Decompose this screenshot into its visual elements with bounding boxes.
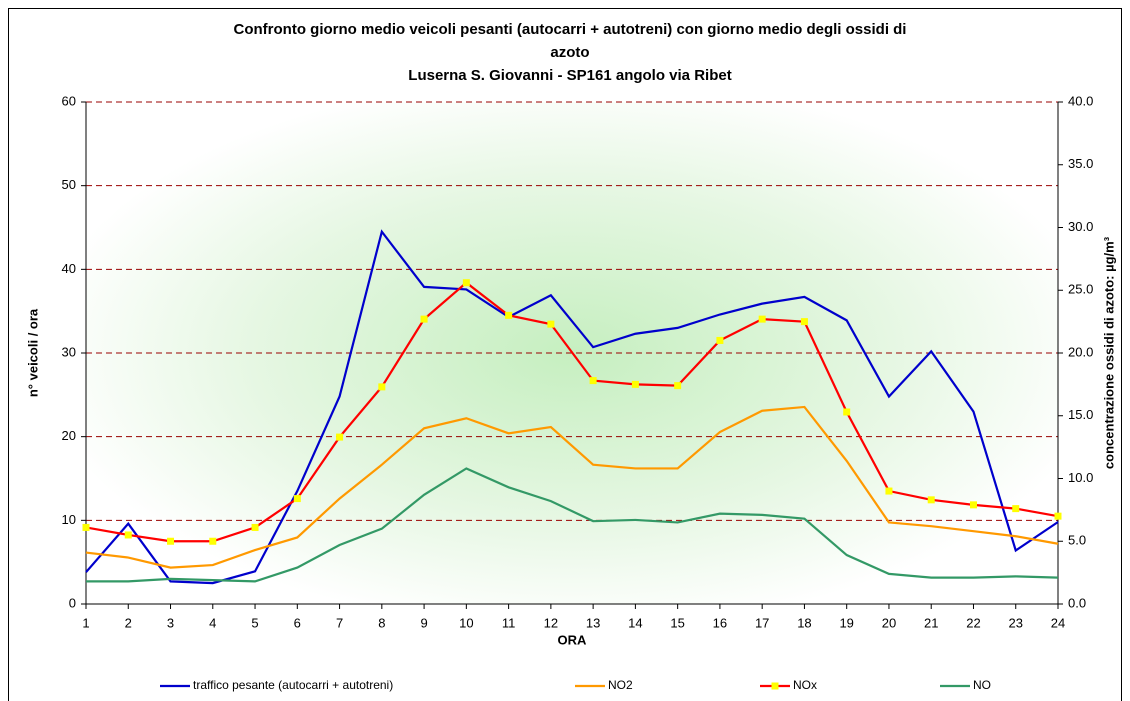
series-line (86, 467, 1059, 583)
legend-label: NO (973, 678, 991, 692)
x-tick-label: 5 (251, 615, 258, 630)
x-tick-label: 15 (670, 615, 684, 630)
series-line (85, 229, 1059, 585)
y2-tick-label: 5.0 (1068, 533, 1086, 548)
y-tick-label: 10 (62, 512, 76, 527)
point-marker (927, 496, 935, 504)
x-axis-label: ORA (558, 632, 588, 647)
x-tick-label: 10 (459, 615, 473, 630)
point-marker (167, 537, 175, 545)
point-marker (716, 336, 724, 344)
y2-tick-label: 40.0 (1068, 93, 1093, 108)
x-tick-label: 1 (82, 615, 89, 630)
point-marker (631, 380, 639, 388)
y2-axis-label: concentrazione ossidi di azoto: µg/m³ (1101, 236, 1116, 469)
x-tick-label: 14 (628, 615, 642, 630)
x-tick-label: 6 (294, 615, 301, 630)
point-marker (674, 382, 682, 390)
x-tick-label: 22 (966, 615, 980, 630)
series-line (85, 405, 1059, 569)
x-tick-label: 17 (755, 615, 769, 630)
x-tick-label: 13 (586, 615, 600, 630)
x-tick-label: 19 (839, 615, 853, 630)
x-tick-label: 4 (209, 615, 216, 630)
x-tick-label: 2 (125, 615, 132, 630)
y-tick-label: 40 (62, 261, 76, 276)
x-tick-label: 12 (544, 615, 558, 630)
y-tick-label: 0 (69, 595, 76, 610)
chart-title: Confronto giorno medio veicoli pesanti (… (234, 21, 907, 38)
x-tick-label: 3 (167, 615, 174, 630)
point-marker (82, 523, 90, 531)
chart-title: azoto (550, 44, 589, 61)
legend-label: NOx (793, 678, 817, 692)
y2-tick-label: 35.0 (1068, 156, 1093, 171)
point-marker (336, 433, 344, 441)
y-tick-label: 30 (62, 344, 76, 359)
legend-label: NO2 (608, 678, 633, 692)
series-line (85, 281, 1059, 543)
point-marker (378, 383, 386, 391)
point-marker (505, 311, 513, 319)
x-tick-label: 18 (797, 615, 811, 630)
y-tick-label: 50 (62, 177, 76, 192)
point-marker (1012, 505, 1020, 513)
legend-marker (771, 682, 779, 690)
point-marker (589, 377, 597, 385)
point-marker (843, 408, 851, 416)
x-tick-label: 7 (336, 615, 343, 630)
x-tick-label: 23 (1009, 615, 1023, 630)
x-tick-label: 24 (1051, 615, 1065, 630)
point-marker (209, 537, 217, 545)
point-marker (1054, 512, 1062, 520)
point-marker (969, 501, 977, 509)
y-tick-label: 20 (62, 428, 76, 443)
point-marker (293, 495, 301, 503)
x-tick-label: 21 (924, 615, 938, 630)
point-marker (547, 320, 555, 328)
point-marker (462, 279, 470, 287)
point-marker (800, 318, 808, 326)
y-tick-label: 60 (62, 93, 76, 108)
y2-tick-label: 25.0 (1068, 282, 1093, 297)
x-tick-label: 8 (378, 615, 385, 630)
y-axis-label: n° veicoli / ora (25, 308, 40, 397)
x-tick-label: 11 (502, 615, 516, 630)
point-marker (124, 531, 132, 539)
point-marker (758, 315, 766, 323)
chart-subtitle: Luserna S. Giovanni - SP161 angolo via R… (408, 67, 731, 84)
x-tick-label: 9 (420, 615, 427, 630)
point-marker (885, 487, 893, 495)
y2-tick-label: 15.0 (1068, 407, 1093, 422)
y2-tick-label: 0.0 (1068, 595, 1086, 610)
legend-label: traffico pesante (autocarri + autotreni) (193, 678, 393, 692)
point-marker (420, 315, 428, 323)
y2-tick-label: 30.0 (1068, 219, 1093, 234)
x-tick-label: 20 (882, 615, 896, 630)
x-tick-label: 16 (713, 615, 727, 630)
y2-tick-label: 20.0 (1068, 344, 1093, 359)
y2-tick-label: 10.0 (1068, 470, 1093, 485)
point-marker (251, 523, 259, 531)
